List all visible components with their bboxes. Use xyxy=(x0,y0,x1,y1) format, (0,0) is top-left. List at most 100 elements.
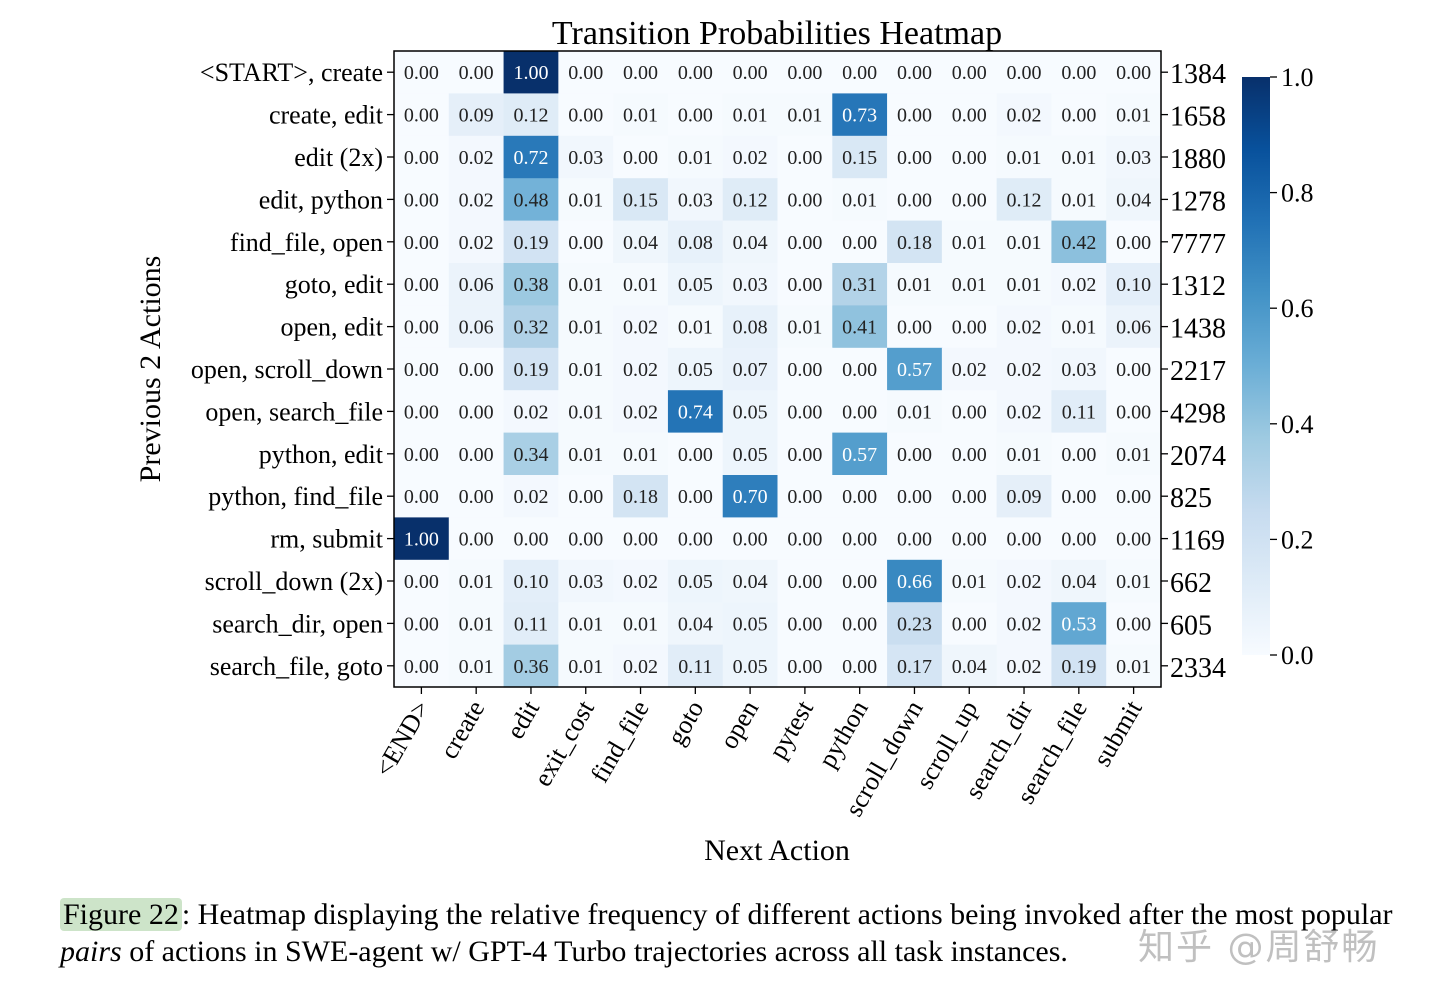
cell-value-label: 0.02 xyxy=(1061,274,1096,296)
heatmap-cell xyxy=(613,559,669,603)
heatmap-cell xyxy=(1106,305,1162,349)
heatmap-cell xyxy=(667,559,724,603)
heatmap-cell xyxy=(722,51,779,94)
cell-value-label: 0.01 xyxy=(1116,571,1151,593)
heatmap-cell xyxy=(448,347,505,391)
heatmap-cell xyxy=(667,93,724,137)
heatmap-cell-labels: 0.00 0.00 1.00 0.00 0.00 0.00 0.00 0.00 0.00 0.00… xyxy=(404,62,1151,678)
heatmap-cell xyxy=(613,305,669,349)
cell-value-label: 0.09 xyxy=(1007,486,1042,508)
cell-value-label: 0.01 xyxy=(1116,656,1151,678)
figure-ref-link[interactable]: Figure 22 xyxy=(60,898,182,931)
heatmap-cell xyxy=(667,644,724,688)
cell-value-label: 0.01 xyxy=(1116,444,1151,466)
cell-value-label: 0.00 xyxy=(897,62,932,84)
cell-value-label: 0.00 xyxy=(1116,232,1151,254)
cell-value-label: 0.02 xyxy=(459,232,494,254)
heatmap-cell xyxy=(832,135,888,179)
cell-value-label: 0.00 xyxy=(733,529,768,551)
cell-value-label: 0.00 xyxy=(404,147,439,169)
heatmap-cell xyxy=(832,93,888,137)
y-tick-label: open, search_file xyxy=(205,397,383,426)
cell-value-label: 0.00 xyxy=(1061,529,1096,551)
row-count-label: 1312 xyxy=(1170,271,1226,302)
heatmap-cell xyxy=(996,220,1053,264)
cell-value-label: 0.00 xyxy=(897,189,932,211)
heatmap-cell xyxy=(1051,517,1107,561)
heatmap-cell xyxy=(1051,93,1107,137)
cell-value-label: 0.00 xyxy=(787,444,822,466)
cell-value-label: 0.00 xyxy=(787,147,822,169)
cell-value-label: 0.01 xyxy=(1061,147,1096,169)
cell-value-label: 0.00 xyxy=(459,359,494,381)
heatmap-cell xyxy=(448,305,505,349)
heatmap-cell xyxy=(503,93,559,137)
heatmap-cell xyxy=(1051,644,1107,688)
cell-value-label: 0.01 xyxy=(842,189,877,211)
cell-value-label: 0.00 xyxy=(513,529,548,551)
cell-value-label: 0.74 xyxy=(678,401,713,423)
heatmap-cell xyxy=(722,390,779,434)
heatmap-cell xyxy=(558,432,614,476)
heatmap-cell xyxy=(613,347,669,391)
cell-value-label: 0.01 xyxy=(897,274,932,296)
heatmap-cell xyxy=(996,93,1053,137)
heatmap-cell xyxy=(941,135,998,179)
heatmap-cell xyxy=(722,93,779,137)
y-tick-label: rm, submit xyxy=(270,525,383,554)
cell-value-label: 0.00 xyxy=(404,317,439,339)
cell-value-label: 0.01 xyxy=(1007,444,1042,466)
heatmap-cell xyxy=(941,178,998,222)
heatmap-cell xyxy=(503,51,559,94)
cell-value-label: 0.01 xyxy=(568,656,603,678)
heatmap-cell xyxy=(887,93,943,137)
heatmap-cell xyxy=(777,347,833,391)
cell-value-label: 0.07 xyxy=(733,359,768,381)
heatmap-cell xyxy=(1106,390,1162,434)
cell-value-label: 0.00 xyxy=(952,105,987,127)
cell-value-label: 0.02 xyxy=(459,189,494,211)
y-tick-label: python, find_file xyxy=(208,482,383,511)
heatmap-cell xyxy=(887,390,943,434)
cell-value-label: 0.12 xyxy=(513,105,548,127)
y-tick-label: <START>, create xyxy=(200,58,383,87)
heatmap-cell xyxy=(613,432,669,476)
heatmap-cell xyxy=(448,220,505,264)
row-count-label: 2334 xyxy=(1170,653,1226,684)
y-tick-label: edit (2x) xyxy=(294,143,383,172)
heatmap-cell xyxy=(832,305,888,349)
heatmap-cell xyxy=(887,305,943,349)
heatmap-cell xyxy=(448,93,505,137)
heatmap-cell xyxy=(613,220,669,264)
cell-value-label: 0.04 xyxy=(1116,189,1151,211)
heatmap-cell xyxy=(1106,135,1162,179)
heatmap-cell xyxy=(613,644,669,688)
cell-value-label: 0.02 xyxy=(513,486,548,508)
cell-value-label: 0.00 xyxy=(568,486,603,508)
heatmap-cell xyxy=(832,517,888,561)
heatmap-cell xyxy=(558,602,614,646)
heatmap-cell xyxy=(887,263,943,306)
cell-value-label: 0.02 xyxy=(1007,105,1042,127)
heatmap-cell xyxy=(558,347,614,391)
cell-value-label: 0.34 xyxy=(513,444,548,466)
y-tick-label: search_dir, open xyxy=(212,609,383,638)
y-tick-label: open, scroll_down xyxy=(191,355,383,384)
cell-value-label: 0.00 xyxy=(1116,529,1151,551)
heatmap-cell xyxy=(722,220,779,264)
cell-value-label: 0.01 xyxy=(787,105,822,127)
heatmap-cell xyxy=(1106,347,1162,391)
heatmap-cells xyxy=(394,51,1162,688)
cell-value-label: 0.18 xyxy=(897,232,932,254)
heatmap-cell xyxy=(1106,602,1162,646)
cell-value-label: 0.00 xyxy=(623,147,658,169)
cell-value-label: 0.11 xyxy=(1062,401,1096,423)
y-tick-label: scroll_down (2x) xyxy=(205,567,383,596)
heatmap-cell xyxy=(448,51,505,94)
cell-value-label: 0.15 xyxy=(842,147,877,169)
heatmap-cell xyxy=(394,135,450,179)
cell-value-label: 0.00 xyxy=(404,189,439,211)
heatmap-cell xyxy=(996,263,1053,306)
cell-value-label: 0.02 xyxy=(623,571,658,593)
